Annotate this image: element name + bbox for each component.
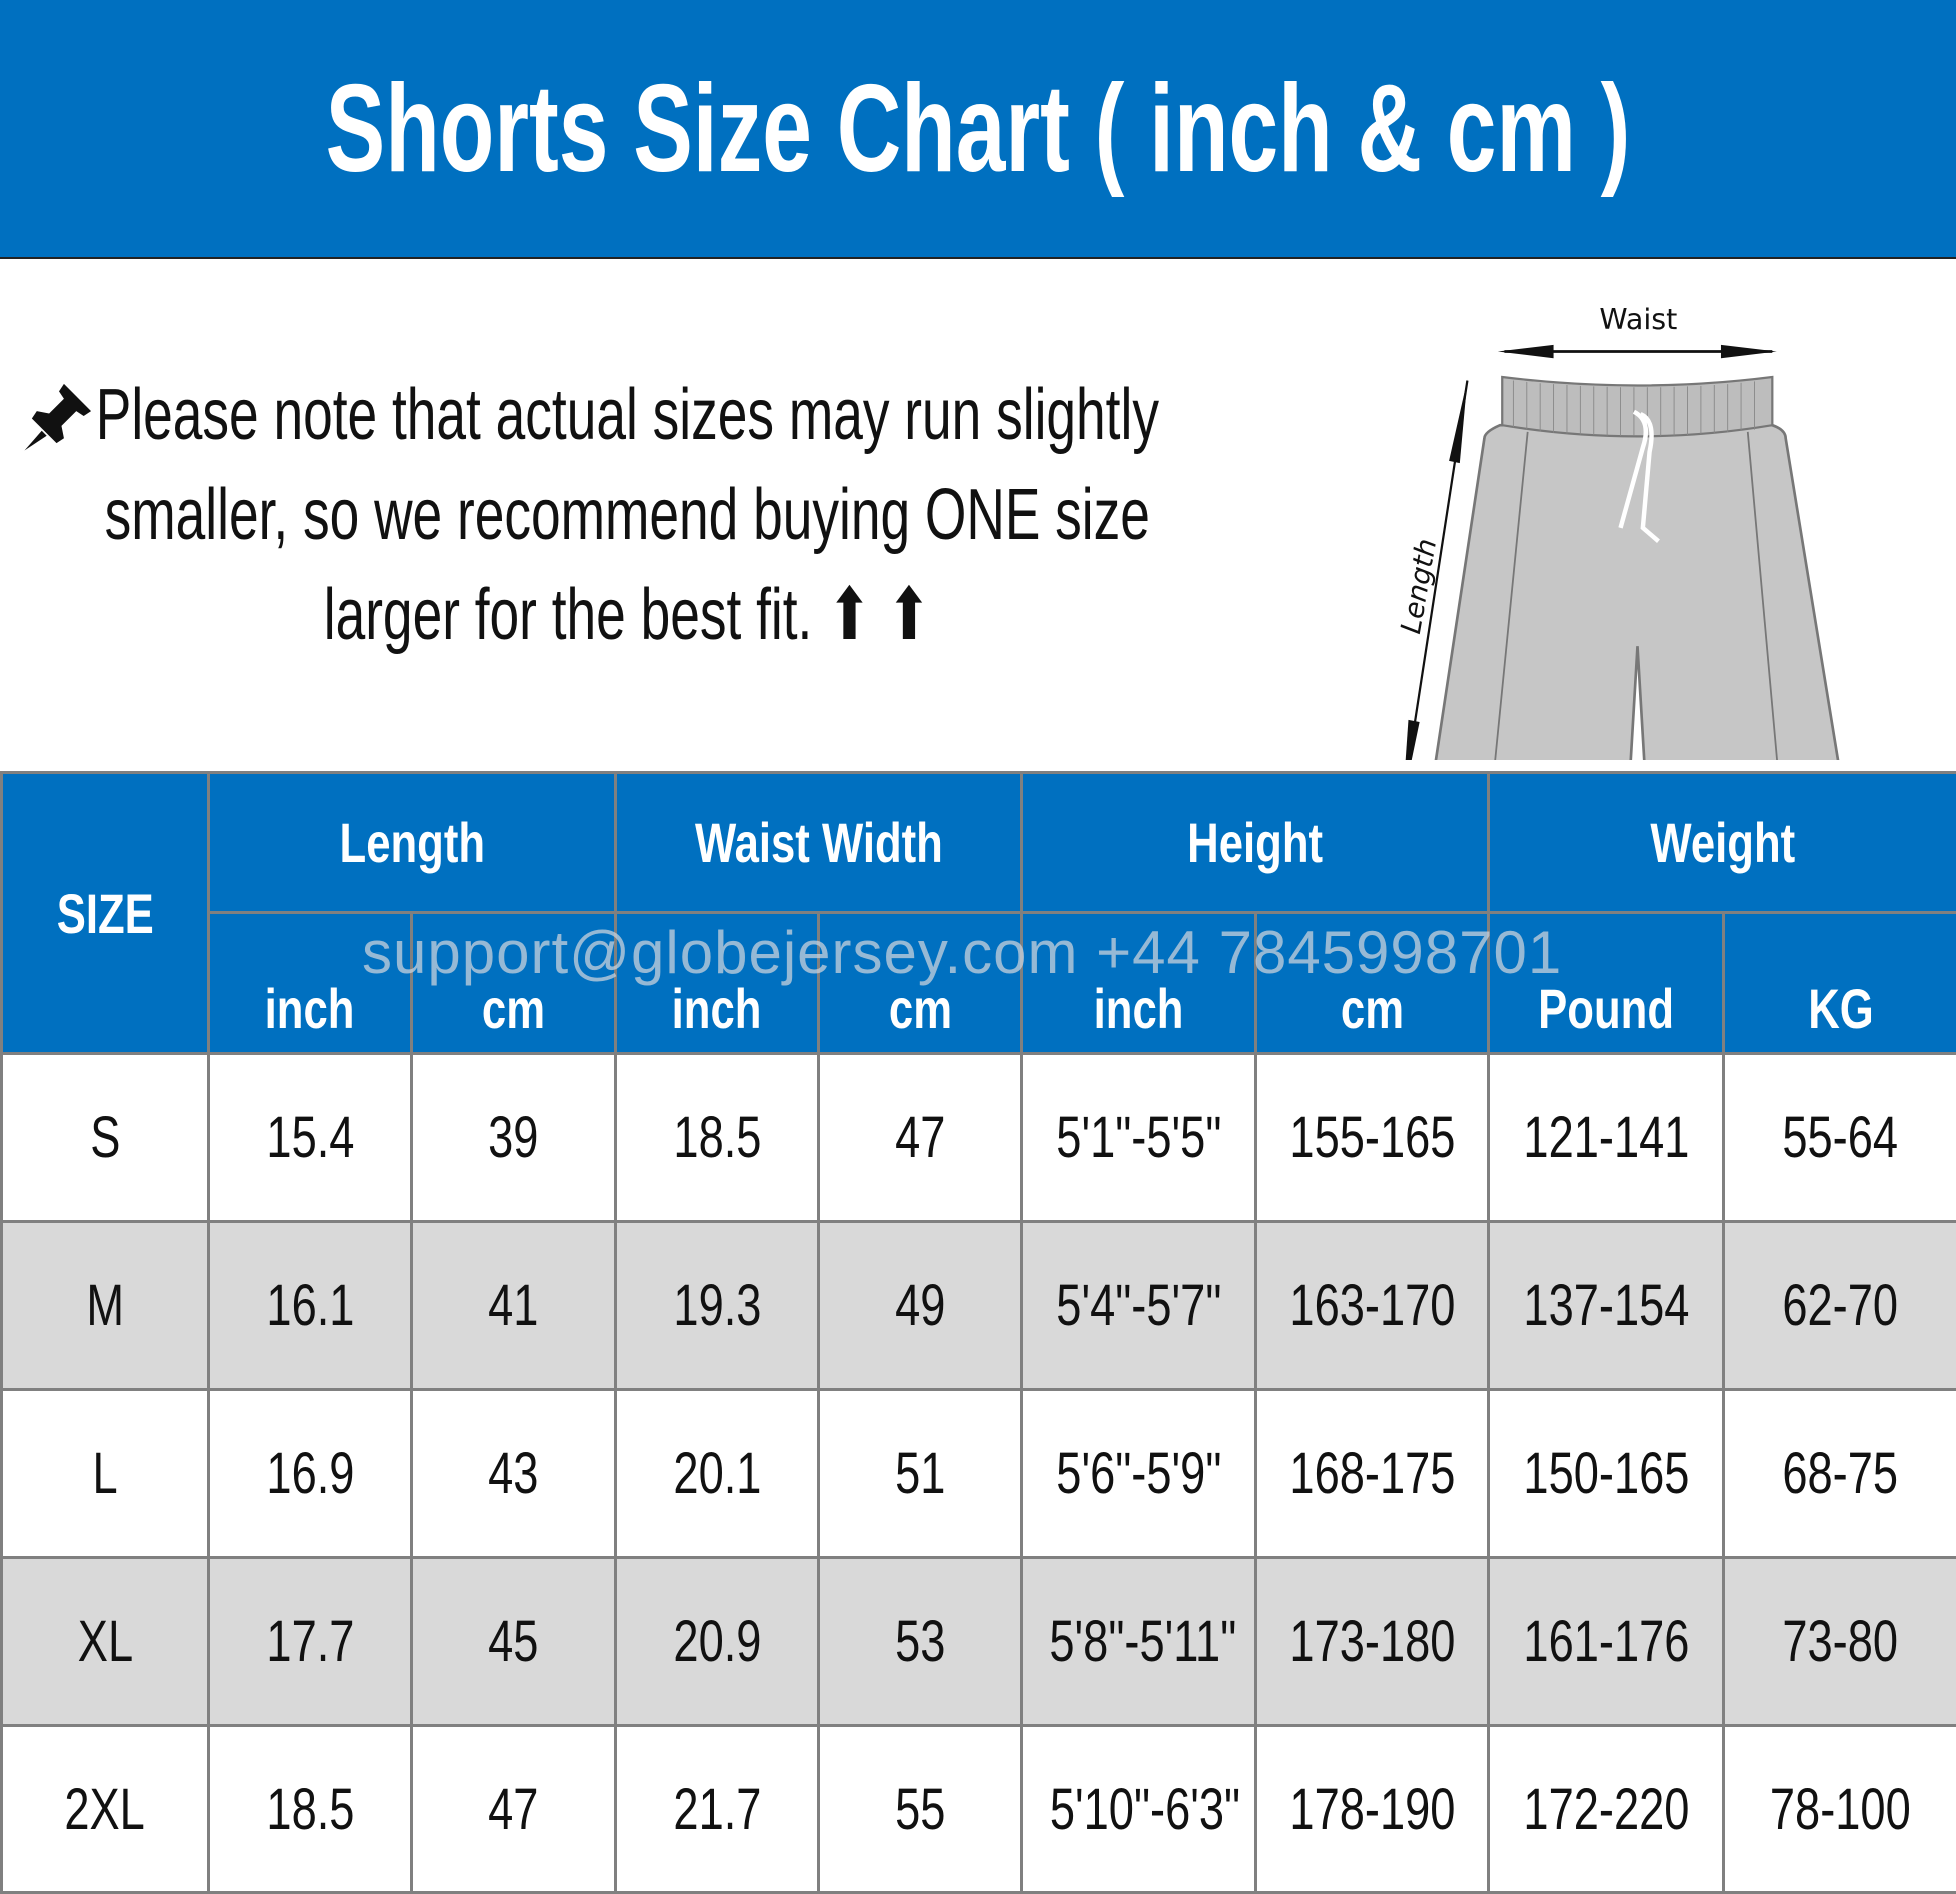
value-cell: 62-70 bbox=[1724, 1222, 1956, 1390]
value-cell: 20.1 bbox=[616, 1390, 819, 1558]
value-cell: 121-141 bbox=[1489, 1054, 1724, 1222]
size-cell: 2XL bbox=[2, 1726, 209, 1893]
title-banner: Shorts Size Chart ( inch & cm ) bbox=[0, 0, 1956, 259]
value-cell: 18.5 bbox=[616, 1054, 819, 1222]
value-cell: 45 bbox=[412, 1558, 616, 1726]
waist-label: Waist bbox=[1599, 302, 1677, 336]
value-cell: 5'1"-5'5" bbox=[1022, 1054, 1256, 1222]
note-line-3: larger for the best fit. ⬆ ⬆ bbox=[323, 565, 931, 665]
value-cell: 16.1 bbox=[209, 1222, 412, 1390]
value-cell: 43 bbox=[412, 1390, 616, 1558]
group-header-length: Length bbox=[209, 773, 616, 913]
value-cell: 20.9 bbox=[616, 1558, 819, 1726]
value-cell: 19.3 bbox=[616, 1222, 819, 1390]
value-cell: 21.7 bbox=[616, 1726, 819, 1893]
shorts-illustration: Waist Length bbox=[1250, 260, 1950, 760]
value-cell: 163-170 bbox=[1256, 1222, 1489, 1390]
value-cell: 18.5 bbox=[209, 1726, 412, 1893]
value-cell: 137-154 bbox=[1489, 1222, 1724, 1390]
value-cell: 5'10"-6'3" bbox=[1022, 1726, 1256, 1893]
size-cell: XL bbox=[2, 1558, 209, 1726]
value-cell: 41 bbox=[412, 1222, 616, 1390]
value-cell: 5'6"-5'9" bbox=[1022, 1390, 1256, 1558]
note-line-2: smaller, so we recommend buying ONE size bbox=[104, 465, 1149, 565]
value-cell: 68-75 bbox=[1724, 1390, 1956, 1558]
value-cell: 155-165 bbox=[1256, 1054, 1489, 1222]
size-cell: S bbox=[2, 1054, 209, 1222]
size-header: SIZE bbox=[2, 773, 209, 1054]
value-cell: 39 bbox=[412, 1054, 616, 1222]
size-cell: M bbox=[2, 1222, 209, 1390]
value-cell: 178-190 bbox=[1256, 1726, 1489, 1893]
value-cell: 168-175 bbox=[1256, 1390, 1489, 1558]
pushpin-icon bbox=[22, 379, 96, 453]
note-line-1: Please note that actual sizes may run sl… bbox=[95, 365, 1158, 465]
value-cell: 150-165 bbox=[1489, 1390, 1724, 1558]
value-cell: 47 bbox=[819, 1054, 1022, 1222]
group-header-waist-width: Waist Width bbox=[616, 773, 1022, 913]
value-cell: 5'8"-5'11" bbox=[1022, 1558, 1256, 1726]
value-cell: 47 bbox=[412, 1726, 616, 1893]
value-cell: 53 bbox=[819, 1558, 1022, 1726]
group-header-height: Height bbox=[1022, 773, 1489, 913]
value-cell: 55-64 bbox=[1724, 1054, 1956, 1222]
value-cell: 15.4 bbox=[209, 1054, 412, 1222]
value-cell: 16.9 bbox=[209, 1390, 412, 1558]
watermark: support@globejersey.com +44 7845998701 bbox=[362, 918, 1562, 987]
page-title: Shorts Size Chart ( inch & cm ) bbox=[326, 58, 1631, 200]
value-cell: 173-180 bbox=[1256, 1558, 1489, 1726]
value-cell: 17.7 bbox=[209, 1558, 412, 1726]
value-cell: 51 bbox=[819, 1390, 1022, 1558]
value-cell: 5'4"-5'7" bbox=[1022, 1222, 1256, 1390]
value-cell: 73-80 bbox=[1724, 1558, 1956, 1726]
size-note: Please note that actual sizes may run sl… bbox=[0, 259, 1254, 771]
value-cell: 55 bbox=[819, 1726, 1022, 1893]
value-cell: 161-176 bbox=[1489, 1558, 1724, 1726]
value-cell: 172-220 bbox=[1489, 1726, 1724, 1893]
unit-header: KG bbox=[1724, 913, 1956, 1054]
group-header-weight: Weight bbox=[1489, 773, 1956, 913]
size-cell: L bbox=[2, 1390, 209, 1558]
value-cell: 49 bbox=[819, 1222, 1022, 1390]
value-cell: 78-100 bbox=[1724, 1726, 1956, 1893]
